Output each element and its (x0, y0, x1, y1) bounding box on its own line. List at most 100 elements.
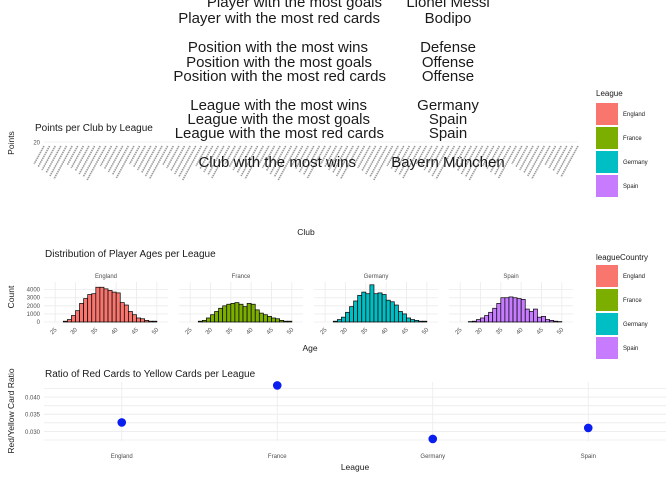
age-bar (123, 304, 129, 323)
club-tick-label (489, 145, 506, 173)
legend-label-france: France (623, 136, 642, 142)
club-tick-label (552, 145, 568, 172)
age-bar (541, 315, 546, 323)
age-bar (373, 293, 379, 323)
club-tick-label (162, 145, 174, 166)
age-y-tick: 2000 (27, 304, 41, 310)
age-bar (508, 296, 514, 323)
age-bar (332, 320, 338, 323)
club-tick-label (328, 145, 343, 171)
club-tick-label (560, 145, 579, 178)
club-tick-label (33, 145, 45, 165)
age-bar (128, 311, 133, 323)
club-tick-label (320, 145, 332, 165)
legend-label-france: France (623, 298, 642, 304)
age-bar (385, 299, 391, 323)
player-most-red-value: Bodipo (425, 10, 472, 27)
age-x-tick: 30 (340, 327, 349, 336)
club-tick-label (523, 145, 540, 174)
age-bar (263, 314, 268, 323)
age-bar (279, 320, 285, 323)
age-x-tick: 25 (320, 327, 329, 336)
age-bar (136, 317, 141, 323)
age-x-tick: 25 (185, 327, 194, 336)
club-tick-label (415, 145, 427, 165)
age-bar (246, 303, 252, 323)
points-y-label: Points (6, 131, 16, 155)
club-tick-label (99, 145, 113, 167)
legend-swatch-france (596, 289, 618, 311)
club-tick-label (481, 145, 495, 167)
club-tick-label (265, 145, 281, 172)
legend-label-england: England (623, 274, 645, 280)
facet-header: France (232, 274, 251, 280)
club-tick-label (335, 145, 354, 177)
age-bar (345, 311, 350, 323)
club-tick-label (369, 145, 388, 178)
club-tick-label (207, 145, 225, 176)
age-bar (353, 300, 359, 323)
age-bar (140, 318, 146, 323)
club-tick-label (511, 145, 523, 165)
legend-label-spain: Spain (623, 346, 638, 352)
age-bar (369, 284, 375, 323)
age-bar (275, 318, 281, 323)
club-tick-label (136, 145, 152, 171)
age-bar (414, 320, 420, 323)
facet-header: England (95, 274, 117, 280)
position-most-wins-value: Defense (420, 39, 476, 56)
league-most-goals-value: Spain (429, 111, 467, 128)
age-bar (476, 319, 481, 323)
facet-header: Spain (503, 274, 518, 280)
club-tick-label (548, 145, 562, 169)
age-bar (422, 320, 428, 323)
age-x-tick: 30 (475, 327, 484, 336)
club-tick-label (331, 145, 349, 174)
age-x-tick: 25 (455, 327, 464, 336)
age-bar (115, 292, 121, 323)
age-x-tick: 40 (381, 327, 390, 336)
club-tick-label (373, 145, 394, 181)
club-tick-label (103, 145, 118, 170)
age-bar (218, 307, 224, 323)
legend-label-germany: Germany (623, 160, 648, 166)
legend-swatch-germany (596, 151, 618, 173)
league-country-legend-title: leagueCountry (596, 253, 648, 262)
club-tick-label (324, 145, 337, 168)
club-tick-label (365, 145, 382, 175)
club-tick-label (66, 145, 79, 166)
age-bar (238, 303, 244, 323)
league-country-legend: leagueCountry England France Germany Spain (596, 253, 648, 359)
age-bar (406, 317, 411, 323)
age-y-label: Count (6, 285, 16, 308)
club-tick-label (527, 145, 545, 177)
age-bar (230, 303, 236, 323)
age-bar (283, 320, 289, 323)
age-bar (537, 316, 542, 323)
age-bar (132, 314, 137, 323)
club-tick-label (195, 145, 208, 167)
club-tick-label (361, 145, 377, 172)
club-tick-label (544, 145, 557, 166)
age-bar (66, 319, 72, 323)
club-tick-label (497, 145, 517, 179)
club-tick-label (398, 145, 416, 176)
ratio-x-tick: Spain (581, 454, 596, 460)
club-tick-label (128, 145, 141, 165)
club-tick-label (41, 145, 56, 171)
club-tick-label (174, 145, 191, 175)
age-x-tick: 50 (286, 327, 295, 336)
age-bar (258, 312, 264, 323)
club-tick-label (232, 145, 248, 171)
club-tick-label (224, 145, 236, 165)
age-bar (504, 297, 510, 323)
ratio-y-tick: 0.030 (25, 430, 41, 436)
age-bar (214, 311, 219, 323)
ratio-chart-title: Ratio of Red Cards to Yellow Cards per L… (45, 369, 256, 380)
league-most-wins-value: Germany (417, 97, 479, 114)
age-bar (533, 308, 538, 323)
ratio-point (428, 434, 438, 444)
club-tick-label (240, 145, 259, 177)
position-most-red-label: Position with the most red cards (173, 68, 386, 85)
age-bar (361, 291, 367, 323)
